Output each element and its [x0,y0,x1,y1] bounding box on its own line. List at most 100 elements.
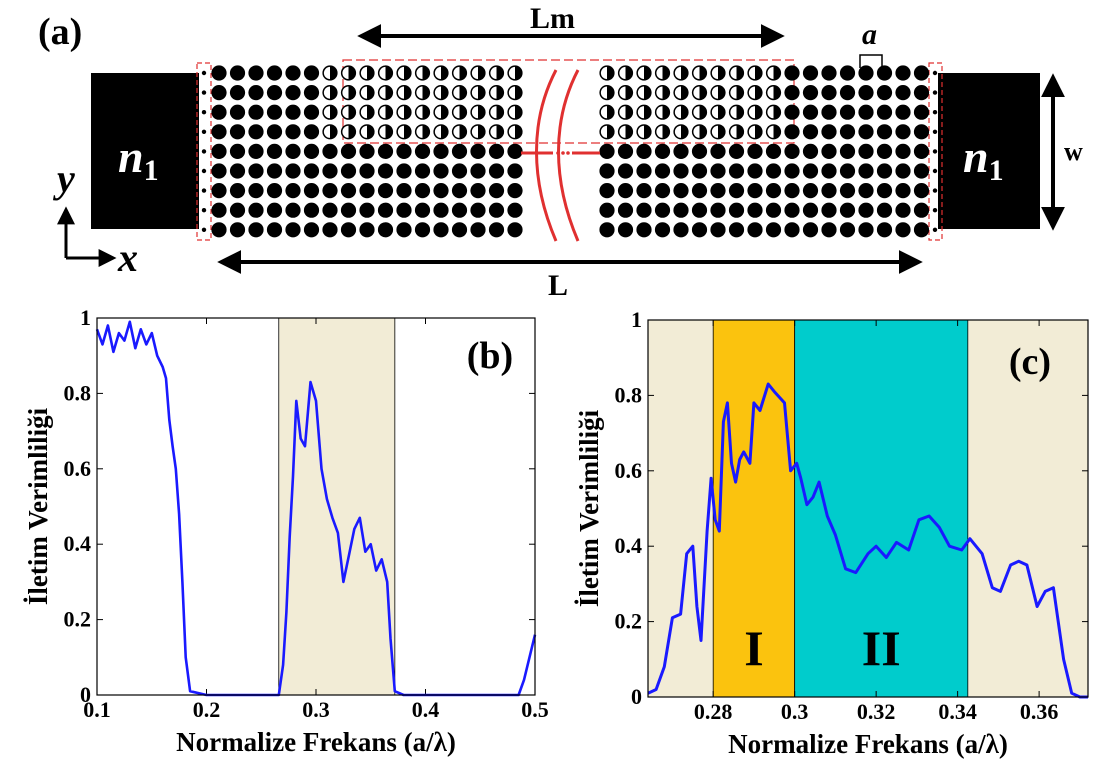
rod [248,104,264,120]
chart-b-series-line [95,320,537,697]
rod [599,222,615,238]
rod [876,222,893,238]
rod [691,163,708,179]
rod [266,163,283,179]
rod [802,222,819,238]
x-tick-label: 0.32 [857,699,896,724]
y-tick-label: 0.8 [615,382,643,407]
rod [507,202,523,218]
rod [248,65,264,81]
rod [858,104,874,120]
defect-rod-fill [767,66,774,80]
rod [895,183,911,199]
rod [821,202,837,218]
defect-rod-fill [711,106,718,119]
defect-rod-fill [323,66,330,80]
y-tick-label: 0.8 [64,380,92,405]
rod [229,183,246,199]
rod [876,124,893,140]
y-tick-label: 1 [80,305,91,330]
rod [802,163,819,179]
rod [913,183,930,199]
rod [876,85,893,101]
rod [303,183,320,199]
rod [340,202,357,218]
edge-rod [932,90,938,95]
rod [839,104,856,120]
rod [636,222,652,238]
defect-rod-fill [342,66,349,80]
rod [654,163,671,179]
rod [913,163,930,179]
rod [765,222,782,238]
rod [913,85,930,101]
rod [248,85,264,101]
defect-rod-fill [600,125,607,138]
rod [285,85,301,101]
rod [728,143,745,159]
rod [211,202,227,218]
rod [710,143,726,159]
defect-rod-fill [397,66,404,80]
region-I-band [712,319,796,698]
rod [451,143,468,159]
edge-rod [932,168,938,174]
defect-rod-fill [453,86,460,99]
defect-rod-fill [730,125,737,138]
rod [784,104,800,120]
defect-rod-fill [508,86,515,99]
left-waveguide-block [91,73,199,229]
rod [266,183,283,199]
rod [359,222,375,238]
defect-rod-fill [453,106,460,119]
rod [858,183,874,199]
defect-rod-fill [619,125,626,138]
y-tick-label: 0.6 [615,458,643,483]
defect-rod-fill [674,86,681,99]
rod [636,143,652,159]
defect-rod-fill [490,106,497,119]
lattice-constant-label: a [862,18,877,51]
rod [488,222,505,238]
y-tick-label: 0.2 [64,607,92,632]
rod [470,202,486,218]
rod [710,202,726,218]
rod [285,183,301,199]
defect-rod-fill [453,66,460,80]
rod [285,65,301,81]
rod [229,163,246,179]
defect-rod-fill [397,106,404,119]
rod [248,183,264,199]
rod [414,183,431,199]
rod [765,202,782,218]
rod [913,222,930,238]
y-tick-label: 0.6 [64,456,92,481]
rod [303,202,320,218]
rod [858,222,874,238]
defect-rod-fill [416,125,423,138]
defect-rod-fill [711,66,718,80]
chart-b-panel-label: (b) [467,335,513,377]
rod [433,143,449,159]
rod [691,143,708,159]
rod [377,222,394,238]
edge-rod [201,90,207,95]
defect-region-box [342,59,795,144]
rod [211,124,227,140]
rod [229,143,246,159]
rod [229,202,246,218]
rod [229,124,246,140]
rod [913,124,930,140]
rod [599,183,615,199]
defect-rod-fill [434,106,441,119]
break-dot [561,151,565,155]
x-tick-label: 0.3 [781,699,809,724]
rod [821,104,837,120]
rod [784,124,800,140]
rod [340,143,357,159]
defect-rod-fill [508,125,516,138]
rod [211,163,227,179]
y-tick-label: 0 [631,684,642,709]
defect-rod-fill [656,86,663,99]
